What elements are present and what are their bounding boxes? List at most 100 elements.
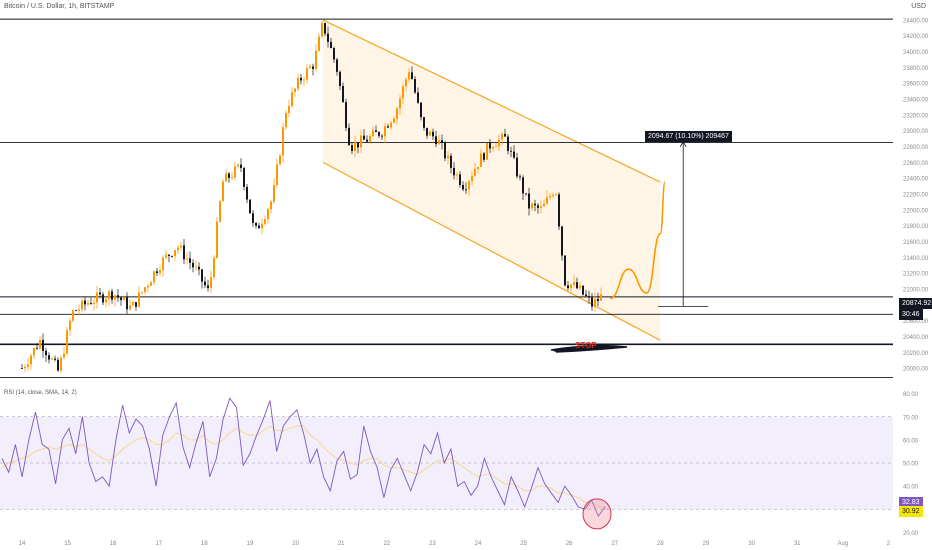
candle-body (564, 255, 566, 286)
rsi-sma-line (1, 425, 605, 508)
candle-body (420, 102, 422, 118)
candle-body (585, 294, 587, 297)
candle-body (375, 130, 377, 133)
candle-body (594, 298, 596, 307)
rsi-tick-label: 80.00 (903, 392, 919, 398)
candle-body (24, 366, 26, 369)
candle-body (408, 72, 410, 80)
candle-body (75, 310, 77, 312)
candle-body (558, 194, 560, 227)
channel-upper-line (322, 19, 661, 183)
candle-body (66, 330, 68, 354)
candle-body (198, 266, 200, 270)
candle-body (435, 136, 437, 145)
candle-body (396, 108, 398, 119)
candle-body (210, 277, 212, 289)
candle-body (132, 302, 134, 306)
candle-body (159, 270, 161, 274)
candle-body (417, 92, 419, 103)
candle-body (507, 136, 509, 151)
time-tick-label: 19 (247, 541, 254, 547)
candle-body (270, 201, 272, 210)
candle-body (312, 66, 314, 69)
candle-body (135, 302, 137, 307)
channel-lower-line (322, 161, 661, 341)
candle-body (282, 127, 284, 156)
price-tick-label: 23200.00 (903, 113, 929, 119)
stop-marker (550, 344, 628, 353)
candle-body (516, 157, 518, 177)
candle-body (141, 292, 143, 293)
price-tick-label: 22800.00 (903, 145, 929, 151)
candle-body (219, 201, 221, 222)
candle-body (177, 247, 179, 251)
candle-body (504, 133, 506, 137)
candle-body (303, 79, 305, 81)
candle-body (234, 166, 236, 178)
time-tick-label: 20 (292, 541, 299, 547)
candle-body (600, 294, 602, 301)
chart-title: Bitcoin / U.S. Dollar, 1h, BITSTAMP (4, 3, 115, 10)
candle-body (165, 254, 167, 258)
candle-body (591, 297, 593, 307)
candle-body (465, 189, 467, 191)
rsi-highlight-circle (582, 498, 612, 530)
candle-body (72, 310, 74, 321)
candle-body (510, 150, 512, 152)
candle-body (357, 142, 359, 148)
candle-body (93, 302, 95, 304)
candle-body (129, 305, 131, 310)
candle-body (69, 320, 71, 331)
candle-body (480, 153, 482, 167)
price-tick-label: 22200.00 (903, 193, 929, 199)
candle-body (495, 146, 497, 148)
candle-body (486, 143, 488, 160)
price-tick-label: 22600.00 (903, 161, 929, 167)
candle-body (378, 132, 380, 136)
price-tick-label: 23600.00 (903, 82, 929, 88)
time-tick-label: 31 (794, 541, 801, 547)
price-tick-label: 24200.00 (903, 34, 929, 40)
candle-body (108, 291, 110, 300)
candle-body (123, 297, 125, 301)
candle-body (588, 296, 590, 298)
candle-body (438, 140, 440, 145)
candle-body (525, 193, 527, 195)
candle-body (543, 203, 545, 207)
candle-body (174, 250, 176, 257)
time-tick-label: 16 (110, 541, 117, 547)
candle-body (528, 193, 530, 209)
candle-body (231, 177, 233, 179)
candle-body (390, 122, 392, 128)
candle-body (372, 130, 374, 137)
candle-body (519, 176, 521, 178)
candle-body (114, 295, 116, 300)
rsi-value-label: 32.83 (899, 497, 923, 508)
time-axis: 14 15 16 17 18 19 20 21 22 23 24 25 26 27 28 29 30 31 Aug 2 (19, 541, 891, 547)
candle-body (84, 300, 86, 305)
time-tick-label: 29 (703, 541, 710, 547)
candle-body (489, 143, 491, 149)
candle-body (363, 135, 365, 140)
candle-body (222, 181, 224, 202)
candle-body (246, 186, 248, 200)
candle-body (57, 359, 59, 371)
candle-body (549, 196, 551, 198)
time-tick-label: 18 (201, 541, 208, 547)
candle-body (462, 185, 464, 190)
candle-body (294, 88, 296, 93)
price-tick-label: 20200.00 (903, 351, 929, 357)
candle-body (102, 294, 104, 303)
time-tick-label: 28 (657, 541, 664, 547)
candle-body (42, 339, 44, 351)
candle-body (411, 72, 413, 79)
candle-body (513, 151, 515, 158)
candle-body (342, 85, 344, 103)
current-price-label: 20874.92 (899, 298, 932, 309)
candle-body (117, 295, 119, 298)
candle-body (573, 282, 575, 285)
candle-body (381, 135, 383, 137)
candle-body (351, 145, 353, 152)
candle-body (216, 221, 218, 258)
time-tick-label: 2 (887, 541, 891, 547)
